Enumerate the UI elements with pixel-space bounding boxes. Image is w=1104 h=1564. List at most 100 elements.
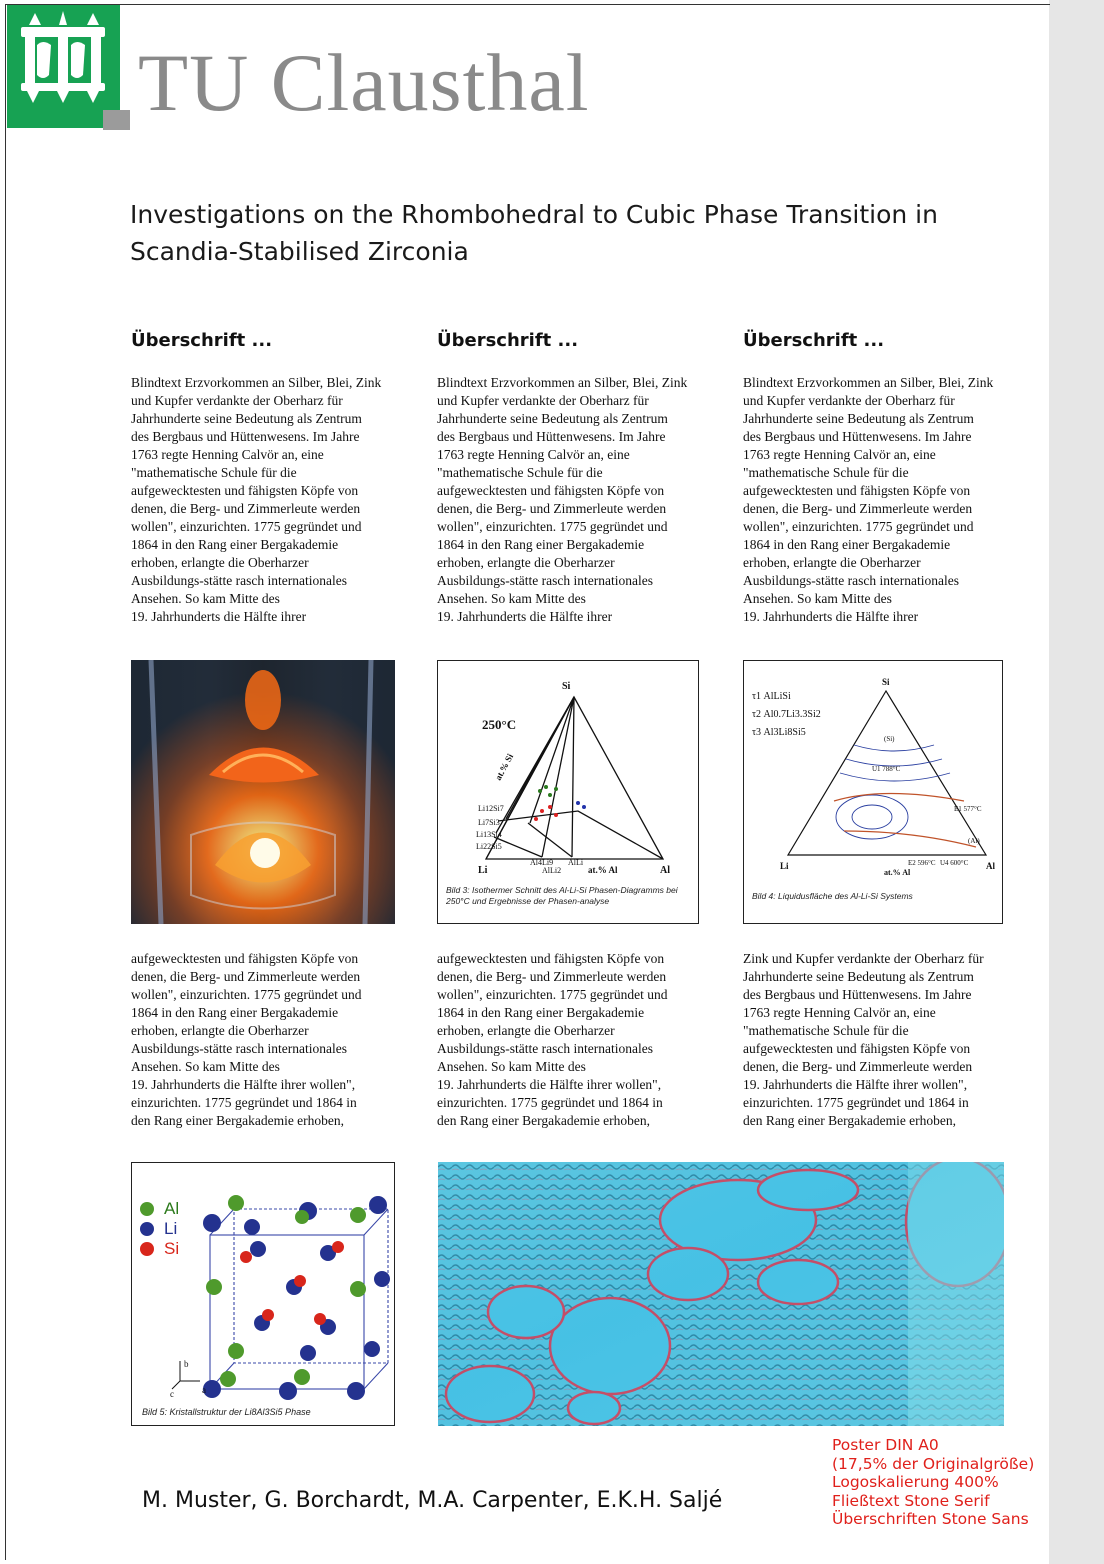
body-text-line: Blindtext Erzvorkommen an Silber, Blei, … [437, 375, 688, 390]
legend-li: Li [140, 1219, 177, 1239]
crystal-structure-figure: Al Li Si b c a Bild 5: Kristallstr [131, 1162, 395, 1426]
body-text-line: und Kupfer verdankte der Oberharz für [437, 393, 649, 408]
li-atom-icon [140, 1222, 154, 1236]
body-text-line: einzurichten. 1775 gegründet und 1864 in [743, 1095, 969, 1110]
body-text-line: Zink und Kupfer verdankte der Oberharz f… [743, 951, 984, 966]
diag1-axis-left: at.% Si [493, 752, 515, 782]
body-text-line: 1864 in den Rang einer Bergakademie [131, 1005, 339, 1020]
right-margin-strip [1049, 0, 1104, 1564]
body-text-line: "mathematische Schule für die [743, 1023, 909, 1038]
title-line-2: Scandia-Stabilised Zirconia [130, 237, 469, 266]
diag1-phase-label: Li12Si7 [478, 804, 504, 813]
liquidus-phase-diagram: Si Li Al at.% Al τ1 AlLiSi τ2 Al0.7Li3.3… [743, 660, 1003, 924]
diag2-apex-top: Si [882, 677, 890, 687]
diag1-apex-left: Li [478, 865, 488, 876]
body-text-line: "mathematische Schule für die [743, 465, 909, 480]
body-text-line: 19. Jahrhunderts die Hälfte ihrer wollen… [743, 1077, 968, 1092]
body-text-line: erhoben, erlangte die Oberharzer [743, 555, 921, 570]
column-2-text-bottom: aufgewecktesten und fähigsten Köpfe von d… [437, 950, 707, 1130]
body-text-line: 1763 regte Henning Calvör an, eine [743, 447, 936, 462]
body-text-line: aufgewecktesten und fähigsten Köpfe von [743, 483, 971, 498]
legend-al: Al [140, 1199, 179, 1219]
crystal-axis-label: b [184, 1359, 189, 1369]
diag2-legend-item: τ1 AlLiSi [752, 691, 791, 702]
body-text-line: 1864 in den Rang einer Bergakademie [437, 1005, 645, 1020]
university-name: TU Clausthal [138, 37, 590, 128]
isothermal-phase-diagram: Si Li Al 250°C at.% Al at.% Si Li12Si7 L… [437, 660, 699, 924]
body-text-line: aufgewecktesten und fähigsten Köpfe von [437, 951, 665, 966]
body-text-line: des Bergbaus und Hüttenwesens. Im Jahre [131, 429, 360, 444]
body-text-line: des Bergbaus und Hüttenwesens. Im Jahre [743, 429, 972, 444]
diag1-apex-right: Al [660, 865, 670, 876]
diag2-axis-bottom: at.% Al [884, 868, 911, 877]
body-text-line: Jahrhunderte seine Bedeutung als Zentrum [131, 411, 362, 426]
body-text-line: Blindtext Erzvorkommen an Silber, Blei, … [743, 375, 994, 390]
body-text-line: und Kupfer verdankte der Oberharz für [131, 393, 343, 408]
si-atom-icon [140, 1242, 154, 1256]
body-text-line: 1864 in den Rang einer Bergakademie [437, 537, 645, 552]
body-text-line: erhoben, erlangte die Oberharzer [131, 1023, 309, 1038]
diag2-legend-item: τ2 Al0.7Li3.3Si2 [752, 709, 821, 720]
body-text-line: Jahrhunderte seine Bedeutung als Zentrum [437, 411, 668, 426]
crystal-axis-label: a [202, 1385, 206, 1395]
body-text-line: 1763 regte Henning Calvör an, eine [131, 447, 324, 462]
body-text-line: 1763 regte Henning Calvör an, eine [743, 1005, 936, 1020]
diag2-label: (Si) [884, 735, 895, 743]
body-text-line: 19. Jahrhunderts die Hälfte ihrer [437, 609, 613, 624]
body-text-line: wollen", einzurichten. 1775 gegründet un… [437, 987, 668, 1002]
body-text-line: wollen", einzurichten. 1775 gegründet un… [437, 519, 668, 534]
body-text-line: Ausbildungs-stätte rasch internationales [131, 1041, 347, 1056]
body-text-line: Blindtext Erzvorkommen an Silber, Blei, … [131, 375, 382, 390]
note-line: Fließtext Stone Serif [832, 1491, 990, 1510]
column-2-text-top: Blindtext Erzvorkommen an Silber, Blei, … [437, 374, 707, 626]
body-text-line: einzurichten. 1775 gegründet und 1864 in [437, 1095, 663, 1110]
diag1-phase-label: Li22Si5 [476, 842, 502, 851]
figure-5-caption: Bild 5: Kristallstruktur der Li8Al3Si5 P… [142, 1407, 311, 1417]
body-text-line: denen, die Berg- und Zimmerleute werden [743, 501, 973, 516]
figure-4-caption: Bild 4: Liquidusfläche des Al-Li-Si Syst… [752, 891, 913, 901]
body-text-line: 1864 in den Rang einer Bergakademie [743, 537, 951, 552]
diag1-phase-label: Li13Si4 [476, 830, 502, 839]
title-line-1: Investigations on the Rhombohedral to Cu… [130, 200, 938, 229]
body-text-line: Ansehen. So kam Mitte des [743, 591, 892, 606]
column-1-text-top: Blindtext Erzvorkommen an Silber, Blei, … [131, 374, 401, 626]
crystal-axis-label: c [170, 1389, 174, 1399]
diag1-apex-top: Si [562, 681, 571, 692]
diag1-phase-label: AlLi [568, 858, 584, 867]
body-text-line: Ansehen. So kam Mitte des [437, 1059, 586, 1074]
diag1-axis-bottom: at.% Al [588, 865, 618, 875]
column-3-text-bottom: Zink und Kupfer verdankte der Oberharz f… [743, 950, 1013, 1130]
body-text-line: "mathematische Schule für die [437, 465, 603, 480]
note-line: Überschriften Stone Sans [832, 1510, 1029, 1529]
note-line: Logoskalierung 400% [832, 1473, 999, 1492]
column-1-text-bottom: aufgewecktesten und fähigsten Köpfe von d… [131, 950, 401, 1130]
body-text-line: 19. Jahrhunderts die Hälfte ihrer wollen… [437, 1077, 662, 1092]
al-atom-icon [140, 1202, 154, 1216]
body-text-line: 1864 in den Rang einer Bergakademie [131, 537, 339, 552]
note-line: Poster DIN A0 [832, 1436, 939, 1454]
logo-grey-square [103, 110, 130, 130]
diag2-apex-left: Li [780, 861, 789, 871]
authors: M. Muster, G. Borchardt, M.A. Carpenter,… [142, 1488, 723, 1513]
body-text-line: und Kupfer verdankte der Oberharz für [743, 393, 955, 408]
body-text-line: Ansehen. So kam Mitte des [131, 1059, 280, 1074]
body-text-line: Ausbildungs-stätte rasch internationales [743, 573, 959, 588]
note-line: (17,5% der Originalgröße) [832, 1454, 1035, 1473]
diag1-phase-label: AlLi2 [542, 866, 561, 875]
legend-si: Si [140, 1239, 179, 1259]
body-text-line: den Rang einer Bergakademie erhoben, [743, 1113, 957, 1128]
body-text-line: erhoben, erlangte die Oberharzer [131, 555, 309, 570]
body-text-line: Ausbildungs-stätte rasch internationales [437, 1041, 653, 1056]
body-text-line: wollen", einzurichten. 1775 gegründet un… [131, 519, 362, 534]
body-text-line: denen, die Berg- und Zimmerleute werden [131, 969, 361, 984]
body-text-line: des Bergbaus und Hüttenwesens. Im Jahre [743, 987, 972, 1002]
body-text-line: denen, die Berg- und Zimmerleute werden [437, 969, 667, 984]
body-text-line: Ausbildungs-stätte rasch internationales [437, 573, 653, 588]
body-text-line: denen, die Berg- und Zimmerleute werden [131, 501, 361, 516]
figure-3-caption: Bild 3: Isothermer Schnitt des Al-Li-Si … [446, 885, 678, 906]
diag2-apex-right: Al [986, 861, 995, 871]
diag2-legend-item: τ3 Al3Li8Si5 [752, 727, 806, 738]
body-text-line: denen, die Berg- und Zimmerleute werden [743, 1059, 973, 1074]
column-1-heading: Überschrift ... [131, 330, 273, 351]
column-3-text-top: Blindtext Erzvorkommen an Silber, Blei, … [743, 374, 1013, 626]
